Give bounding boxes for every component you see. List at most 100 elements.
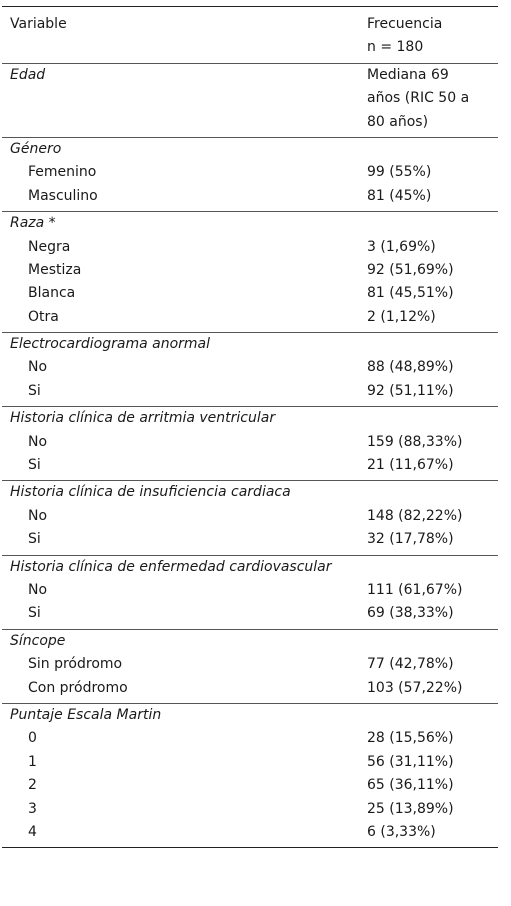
- row-group: Historia clínica de enfermedad cardiovas…: [2, 556, 498, 630]
- label-cell: Femenino: [28, 164, 97, 181]
- group-title-row: Puntaje Escala Martin: [2, 704, 498, 727]
- row-group: Electrocardiograma anormal No 88 (48,89%) S…: [2, 333, 498, 408]
- group-title: Historia clínica de insuficiencia cardia…: [10, 484, 291, 501]
- group-title: Raza *: [10, 215, 56, 232]
- value-cell: 6 (3,33%): [367, 823, 436, 840]
- data-row: 3 25 (13,89%): [2, 798, 498, 821]
- group-title: Género: [10, 140, 62, 157]
- value-cell: Mediana 69: [367, 66, 449, 83]
- label-cell: Masculino: [28, 187, 98, 204]
- data-row: 4 6 (3,33%): [2, 821, 498, 844]
- label-cell: No: [28, 433, 48, 450]
- data-row: Con pródromo 103 (57,22%): [2, 677, 498, 700]
- data-row: 0 28 (15,56%): [2, 727, 498, 750]
- group-title: Historia clínica de arritmia ventricular: [10, 410, 276, 427]
- data-row: No 111 (61,67%): [2, 579, 498, 602]
- data-row: Blanca 81 (45,51%): [2, 282, 498, 305]
- label-cell: Con pródromo: [28, 679, 128, 696]
- group-title: Síncope: [10, 632, 66, 649]
- group-title-row: Raza *: [2, 212, 498, 235]
- data-row: 1 56 (31,11%): [2, 751, 498, 774]
- data-row: 2 65 (36,11%): [2, 774, 498, 797]
- value-cell: 81 (45,51%): [367, 285, 454, 302]
- header-cell: Variable: [10, 16, 67, 32]
- label-cell: Otra: [28, 308, 59, 325]
- value-cell: 77 (42,78%): [367, 656, 454, 673]
- label-cell: Si: [28, 605, 41, 622]
- continuation-row: años (RIC 50 a: [2, 87, 498, 110]
- group-title-row: Electrocardiograma anormal: [2, 333, 498, 356]
- data-row: Sin pródromo 77 (42,78%): [2, 653, 498, 676]
- label-cell: No: [28, 581, 48, 598]
- group-title: Historia clínica de enfermedad cardiovas…: [10, 558, 332, 575]
- data-row: Mestiza 92 (51,69%): [2, 259, 498, 282]
- data-row: Femenino 99 (55%): [2, 161, 498, 184]
- label-cell: 0: [28, 730, 37, 747]
- value-cell: 81 (45%): [367, 187, 432, 204]
- value-cell: 92 (51,11%): [367, 382, 454, 399]
- value-cell: 80 años): [367, 113, 429, 130]
- data-row: No 88 (48,89%): [2, 356, 498, 379]
- value-cell: 111 (61,67%): [367, 581, 463, 598]
- label-cell: Si: [28, 531, 41, 548]
- continuation-row: 80 años): [2, 111, 498, 134]
- data-row: Masculino 81 (45%): [2, 185, 498, 208]
- row-group: Raza * Negra 3 (1,69%) Mestiza 92 (51,69%) Bl…: [2, 212, 498, 334]
- label-cell: 3: [28, 800, 37, 817]
- header-cell: n = 180: [367, 39, 424, 56]
- value-cell: 3 (1,69%): [367, 238, 436, 255]
- group-title-row: Historia clínica de insuficiencia cardia…: [2, 481, 498, 504]
- data-row: Si 21 (11,67%): [2, 454, 498, 477]
- value-cell: 32 (17,78%): [367, 531, 454, 548]
- label-cell: Blanca: [28, 285, 76, 302]
- group-title-row: Historia clínica de enfermedad cardiovas…: [2, 556, 498, 579]
- table-header: Variable Frecuencia n = 180: [2, 7, 498, 64]
- label-cell: 2: [28, 777, 37, 794]
- label-cell: Si: [28, 457, 41, 474]
- label-cell: No: [28, 359, 48, 376]
- data-row: Negra 3 (1,69%): [2, 236, 498, 259]
- value-cell: 159 (88,33%): [367, 433, 463, 450]
- value-cell: 99 (55%): [367, 164, 432, 181]
- value-cell: 28 (15,56%): [367, 730, 454, 747]
- header-row: Variable Frecuencia: [2, 13, 498, 36]
- value-cell: 21 (11,67%): [367, 457, 454, 474]
- group-title-row: Síncope: [2, 630, 498, 653]
- data-row: Si 92 (51,11%): [2, 380, 498, 403]
- header-row: n = 180: [2, 36, 498, 59]
- label-cell: Si: [28, 382, 41, 399]
- header-cell: Frecuencia: [367, 16, 443, 32]
- value-cell: 69 (38,33%): [367, 605, 454, 622]
- label-cell: 4: [28, 823, 37, 840]
- value-cell: 148 (82,22%): [367, 507, 463, 524]
- data-row: Si 69 (38,33%): [2, 602, 498, 625]
- value-cell: 103 (57,22%): [367, 679, 463, 696]
- value-cell: 65 (36,11%): [367, 777, 454, 794]
- data-row: Otra 2 (1,12%): [2, 306, 498, 329]
- value-cell: 2 (1,12%): [367, 308, 436, 325]
- row-group: Género Femenino 99 (55%) Masculino 81 (45%): [2, 138, 498, 213]
- group-title: Edad: [10, 66, 46, 83]
- row-group: Historia clínica de arritmia ventricular…: [2, 407, 498, 482]
- label-cell: Mestiza: [28, 261, 82, 278]
- group-title-row: Género: [2, 138, 498, 161]
- row-group: Síncope Sin pródromo 77 (42,78%) Con pródro…: [2, 630, 498, 704]
- row-group: Puntaje Escala Martin 0 28 (15,56%) 1 56 (31…: [2, 704, 498, 847]
- data-row: Si 32 (17,78%): [2, 528, 498, 551]
- label-cell: Sin pródromo: [28, 656, 123, 673]
- value-cell: 88 (48,89%): [367, 359, 454, 376]
- label-cell: No: [28, 507, 48, 524]
- row-group: Edad Mediana 69 años (RIC 50 a 80 años): [2, 64, 498, 138]
- label-cell: 1: [28, 753, 37, 770]
- group-title-row: Historia clínica de arritmia ventricular: [2, 407, 498, 430]
- group-title: Puntaje Escala Martin: [10, 706, 162, 723]
- data-row: No 148 (82,22%): [2, 505, 498, 528]
- value-cell: 56 (31,11%): [367, 753, 454, 770]
- value-cell: 92 (51,69%): [367, 261, 454, 278]
- group-title-row: Edad Mediana 69: [2, 64, 498, 87]
- label-cell: Negra: [28, 238, 71, 255]
- data-row: No 159 (88,33%): [2, 431, 498, 454]
- group-title: Electrocardiograma anormal: [10, 336, 210, 353]
- row-group: Historia clínica de insuficiencia cardia…: [2, 481, 498, 556]
